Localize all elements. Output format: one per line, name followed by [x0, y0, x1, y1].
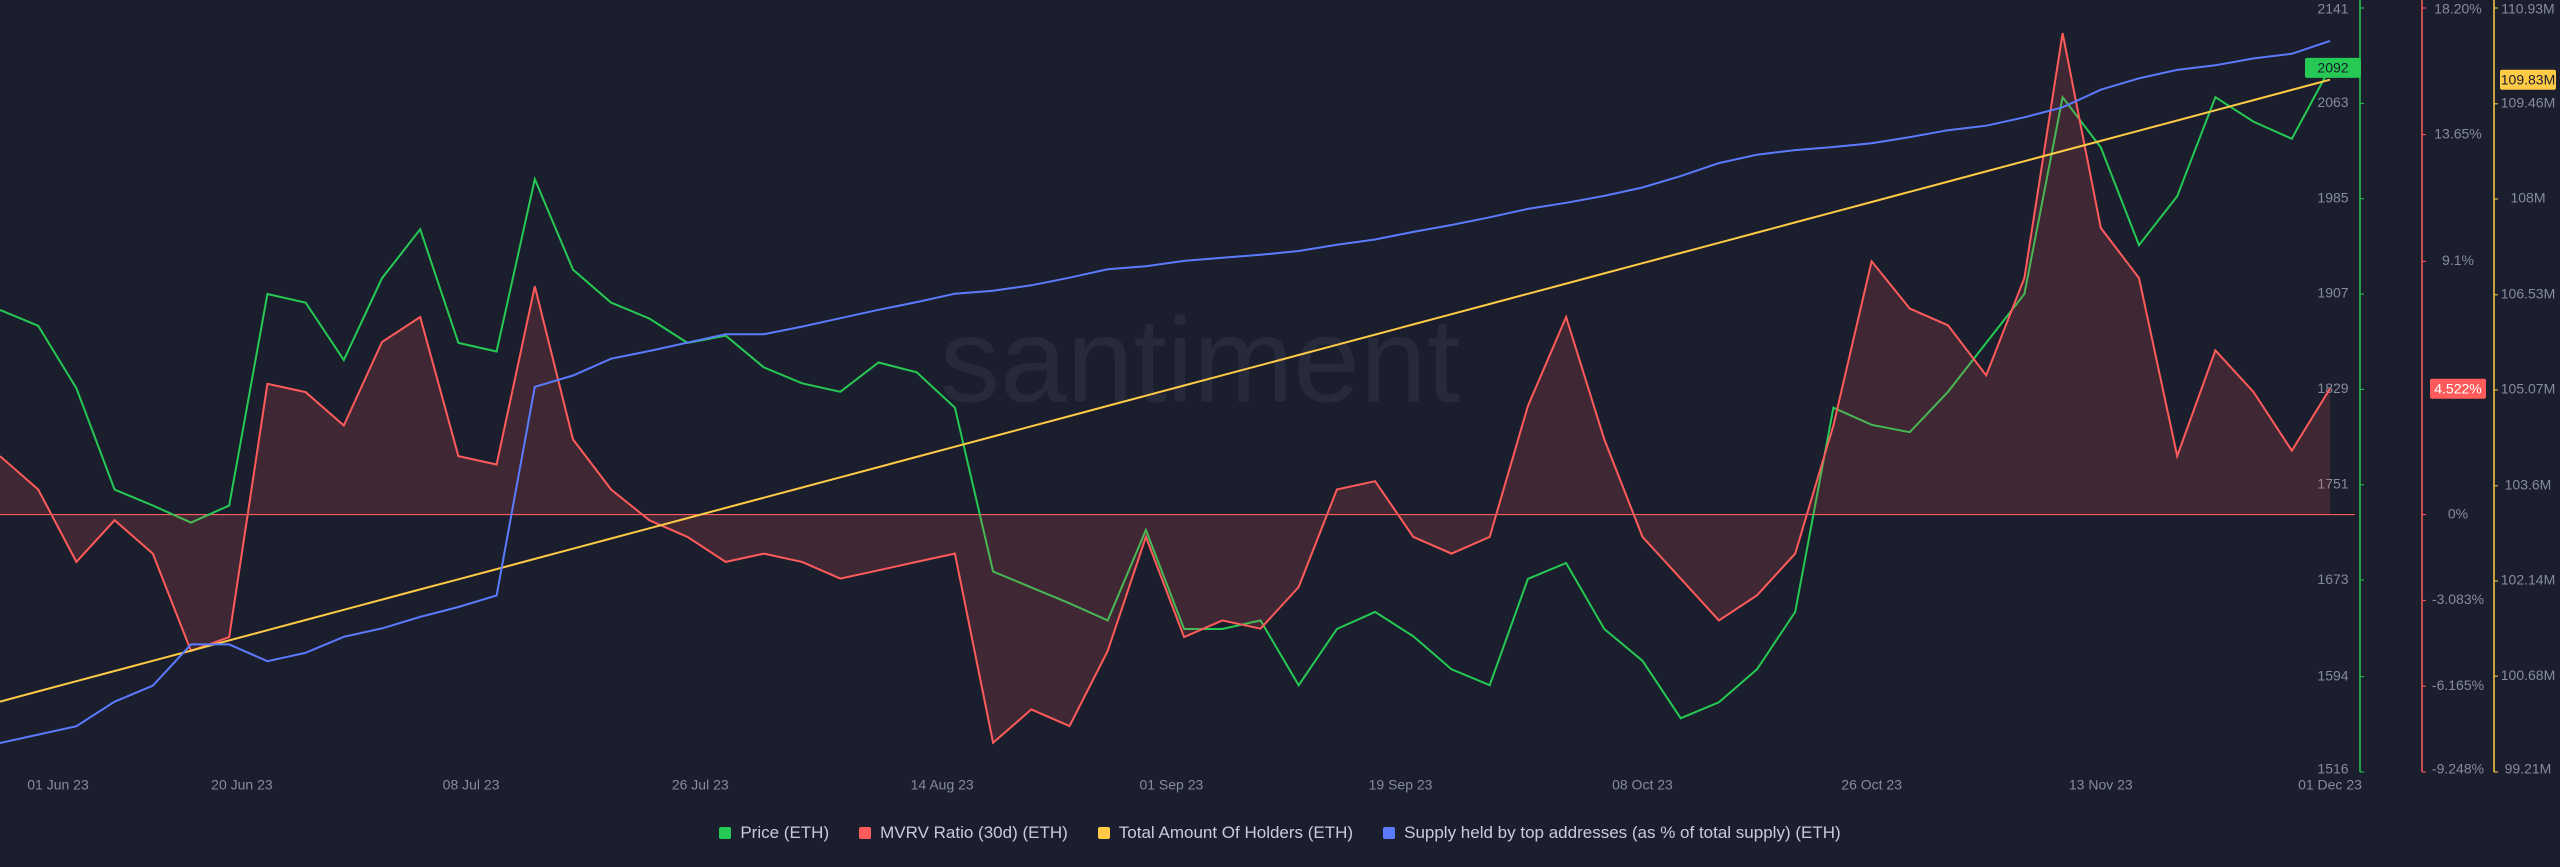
- legend-item[interactable]: MVRV Ratio (30d) (ETH): [859, 823, 1068, 843]
- y-tick-label: 2141: [2317, 1, 2348, 17]
- x-tick-label: 13 Nov 23: [2069, 777, 2133, 793]
- y-tick-label: 110.93M: [2501, 1, 2554, 17]
- area: [0, 33, 2330, 743]
- x-tick-label: 20 Jun 23: [211, 777, 273, 793]
- legend-item[interactable]: Supply held by top addresses (as % of to…: [1383, 823, 1841, 843]
- legend: Price (ETH) MVRV Ratio (30d) (ETH) Total A…: [0, 818, 2560, 848]
- y-tick-label: 106.53M: [2501, 286, 2555, 302]
- x-tick-label: 01 Sep 23: [1139, 777, 1203, 793]
- y-tick-label: 1673: [2317, 571, 2348, 587]
- x-tick-label: 01 Dec 23: [2298, 777, 2362, 793]
- y-tick-label: 1751: [2317, 475, 2348, 491]
- y-tick-label: 105.07M: [2501, 381, 2555, 397]
- chart: santiment 1516 1594 1673 1751 1829 1907 1985 20…: [0, 0, 2556, 793]
- value-badge-label: 2092: [2317, 60, 2348, 76]
- value-badge: [2500, 69, 2556, 90]
- x-tick-label: 14 Aug 23: [911, 777, 974, 793]
- x-tick-label: 08 Jul 23: [443, 777, 500, 793]
- y-tick-label: 18.20%: [2434, 1, 2481, 17]
- line: [0, 78, 2331, 703]
- legend-swatch: [1097, 827, 1110, 839]
- y-tick-label: -3.083%: [2432, 591, 2484, 607]
- legend-swatch: [719, 827, 732, 839]
- value-badge-label: 109.83M: [2501, 71, 2555, 87]
- legend-swatch: [1383, 827, 1396, 839]
- value-badge: [2430, 378, 2486, 399]
- y-tick-label: 109.46M: [2501, 95, 2555, 111]
- y-tick-label: 102.14M: [2501, 572, 2555, 588]
- legend-label: MVRV Ratio (30d) (ETH): [880, 823, 1068, 842]
- y-tick-label: 1985: [2317, 189, 2348, 205]
- x-tick-label: 01 Jun 23: [27, 777, 89, 793]
- x-tick-label: 26 Jul 23: [672, 777, 729, 793]
- legend-label: Price (ETH): [740, 823, 830, 842]
- y-tick-label: 1594: [2317, 667, 2348, 683]
- x-tick-label: 08 Oct 23: [1612, 777, 1673, 793]
- y-tick-label: 108M: [2510, 190, 2545, 206]
- y-tick-label: -6.165%: [2432, 677, 2484, 693]
- watermark: santiment: [940, 294, 1460, 428]
- line: [0, 67, 2331, 720]
- y-tick-label: 1829: [2317, 380, 2348, 396]
- line: [0, 32, 2331, 745]
- legend-item[interactable]: Total Amount Of Holders (ETH): [1097, 823, 1354, 843]
- legend-swatch: [859, 827, 872, 839]
- y-tick-label: -9.248%: [2432, 761, 2484, 777]
- legend-label: Supply held by top addresses (as % of to…: [1404, 823, 1841, 842]
- y-tick-label: 103.6M: [2505, 477, 2552, 493]
- legend-item[interactable]: Price (ETH): [719, 823, 829, 843]
- y-tick-label: 99.21M: [2505, 761, 2552, 777]
- y-tick-label: 9.1%: [2442, 252, 2474, 268]
- y-tick-label: 1516: [2317, 761, 2348, 777]
- line: [0, 39, 2331, 744]
- y-tick-label: 1907: [2317, 285, 2348, 301]
- x-tick-label: 19 Sep 23: [1369, 777, 1433, 793]
- y-tick-label: 0%: [2448, 505, 2468, 521]
- value-badge: [2305, 57, 2361, 78]
- y-tick-label: 13.65%: [2434, 125, 2481, 141]
- value-badge-label: 4.522%: [2434, 380, 2481, 396]
- y-tick-label: 2063: [2317, 94, 2348, 110]
- legend-label: Total Amount Of Holders (ETH): [1118, 823, 1354, 842]
- y-tick-label: 100.68M: [2501, 667, 2555, 683]
- x-tick-label: 26 Oct 23: [1841, 777, 1902, 793]
